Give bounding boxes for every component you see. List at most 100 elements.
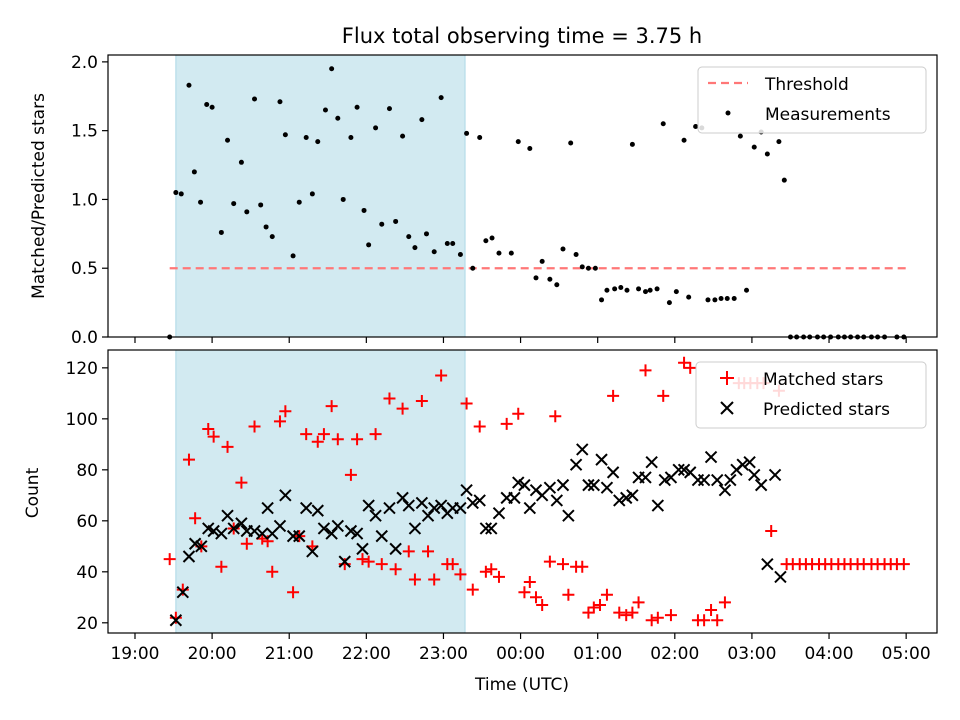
x-tick-label: 19:00 [110, 644, 159, 664]
predicted-star-point [718, 484, 732, 497]
matched-star-point [375, 558, 388, 571]
measurement-point [693, 124, 699, 130]
bottom-legend: Matched stars Predicted stars [695, 361, 927, 429]
measurement-point [629, 141, 635, 147]
bottom-shaded-span [175, 349, 466, 634]
predicted-star-point [169, 614, 183, 627]
measurement-point [348, 135, 354, 141]
predicted-star-point [383, 501, 396, 515]
matched-star-point [356, 553, 369, 566]
matched-star-point [446, 558, 459, 571]
matched-star-point [402, 545, 415, 558]
predicted-star-point [331, 519, 345, 533]
measurement-point [225, 137, 231, 143]
measurement-point [238, 159, 244, 165]
measurement-point [209, 104, 215, 110]
measurement-point [366, 242, 372, 248]
matched-star-point [454, 568, 467, 581]
predicted-star-point [518, 478, 531, 492]
measurement-point [252, 96, 258, 102]
measurement-point [464, 130, 470, 136]
predicted-star-point [748, 468, 761, 482]
measurement-point [178, 191, 184, 197]
measurement-point [636, 286, 642, 292]
bottom-y-tick-label: 80 [76, 461, 98, 481]
measurement-point [515, 139, 521, 145]
measurement-point [386, 106, 392, 112]
measurement-point [585, 265, 591, 271]
matched-star-point [362, 555, 375, 568]
measurement-point [296, 199, 302, 205]
top-y-tick-label: 1.5 [71, 122, 98, 142]
matched-star-point [279, 405, 292, 418]
measurement-point [354, 104, 360, 110]
top-y-tick-label: 0.0 [71, 328, 98, 348]
predicted-legend-label: Predicted stars [763, 400, 890, 420]
matched-star-point [582, 606, 595, 619]
measurement-point [258, 202, 264, 208]
predicted-star-point [697, 473, 711, 487]
measurement-point [666, 300, 672, 306]
threshold-legend-label: Threshold [764, 75, 849, 95]
predicted-star-point [293, 529, 306, 543]
matched-star-point [428, 573, 441, 586]
measurement-point [322, 107, 328, 113]
matched-star-point [518, 586, 531, 599]
matched-star-point [240, 537, 253, 550]
top-plot-area: 0.0 0.5 1.0 1.5 2.0 [71, 53, 938, 348]
matched-star-point [266, 565, 279, 578]
measurement-point [618, 284, 624, 290]
predicted-star-point [492, 506, 506, 520]
measurement-point [647, 287, 653, 293]
predicted-star-point [375, 529, 388, 543]
matched-star-point [176, 583, 189, 596]
x-tick-label: 23:00 [419, 644, 468, 664]
measurement-point [533, 275, 539, 281]
matched-star-point [529, 591, 542, 604]
matched-star-point [207, 430, 220, 443]
x-tick-label: 05:00 [882, 644, 931, 664]
measurement-point [173, 190, 179, 196]
predicted-star-point [215, 527, 228, 540]
measurement-point [579, 264, 585, 270]
matched-star-point [587, 601, 600, 614]
matched-star-point [607, 389, 620, 402]
predicted-star-point [613, 494, 626, 507]
predicted-star-point [768, 468, 782, 482]
measurement-point [438, 95, 444, 101]
predicted-star-point [523, 501, 537, 515]
measurement-point [457, 251, 463, 257]
predicted-star-point [279, 489, 292, 502]
matched-star-point [645, 614, 658, 627]
predicted-star-point [466, 496, 479, 510]
matched-star-point [396, 402, 409, 415]
measurement-point [712, 297, 718, 303]
predicted-star-point [402, 499, 415, 512]
predicted-star-point [182, 550, 196, 563]
matched-star-point [632, 596, 645, 609]
predicted-starsseries [169, 443, 787, 627]
matched-star-point [479, 565, 492, 578]
matched-star-point [492, 570, 505, 583]
predicted-star-point [576, 443, 589, 456]
matched-legend-label: Matched stars [763, 370, 883, 390]
matched-star-point [549, 410, 562, 423]
predicted-star-point [550, 494, 564, 507]
x-tick-label: 20:00 [188, 644, 237, 664]
measurement-point [477, 135, 483, 141]
predicted-star-point [569, 458, 583, 471]
measurement-point [191, 169, 197, 175]
predicted-star-point [626, 489, 639, 502]
measurement-point [731, 295, 737, 301]
measurement-point [489, 235, 495, 241]
measurements-legend-swatch [725, 110, 731, 116]
measurement-point [470, 265, 476, 271]
predicted-star-point [645, 455, 658, 469]
predicted-star-point [195, 540, 208, 553]
measurement-point [527, 146, 533, 152]
measurement-point [244, 209, 250, 215]
measurement-point [315, 139, 321, 145]
predicted-star-point [427, 501, 441, 515]
measurement-point [186, 82, 192, 88]
